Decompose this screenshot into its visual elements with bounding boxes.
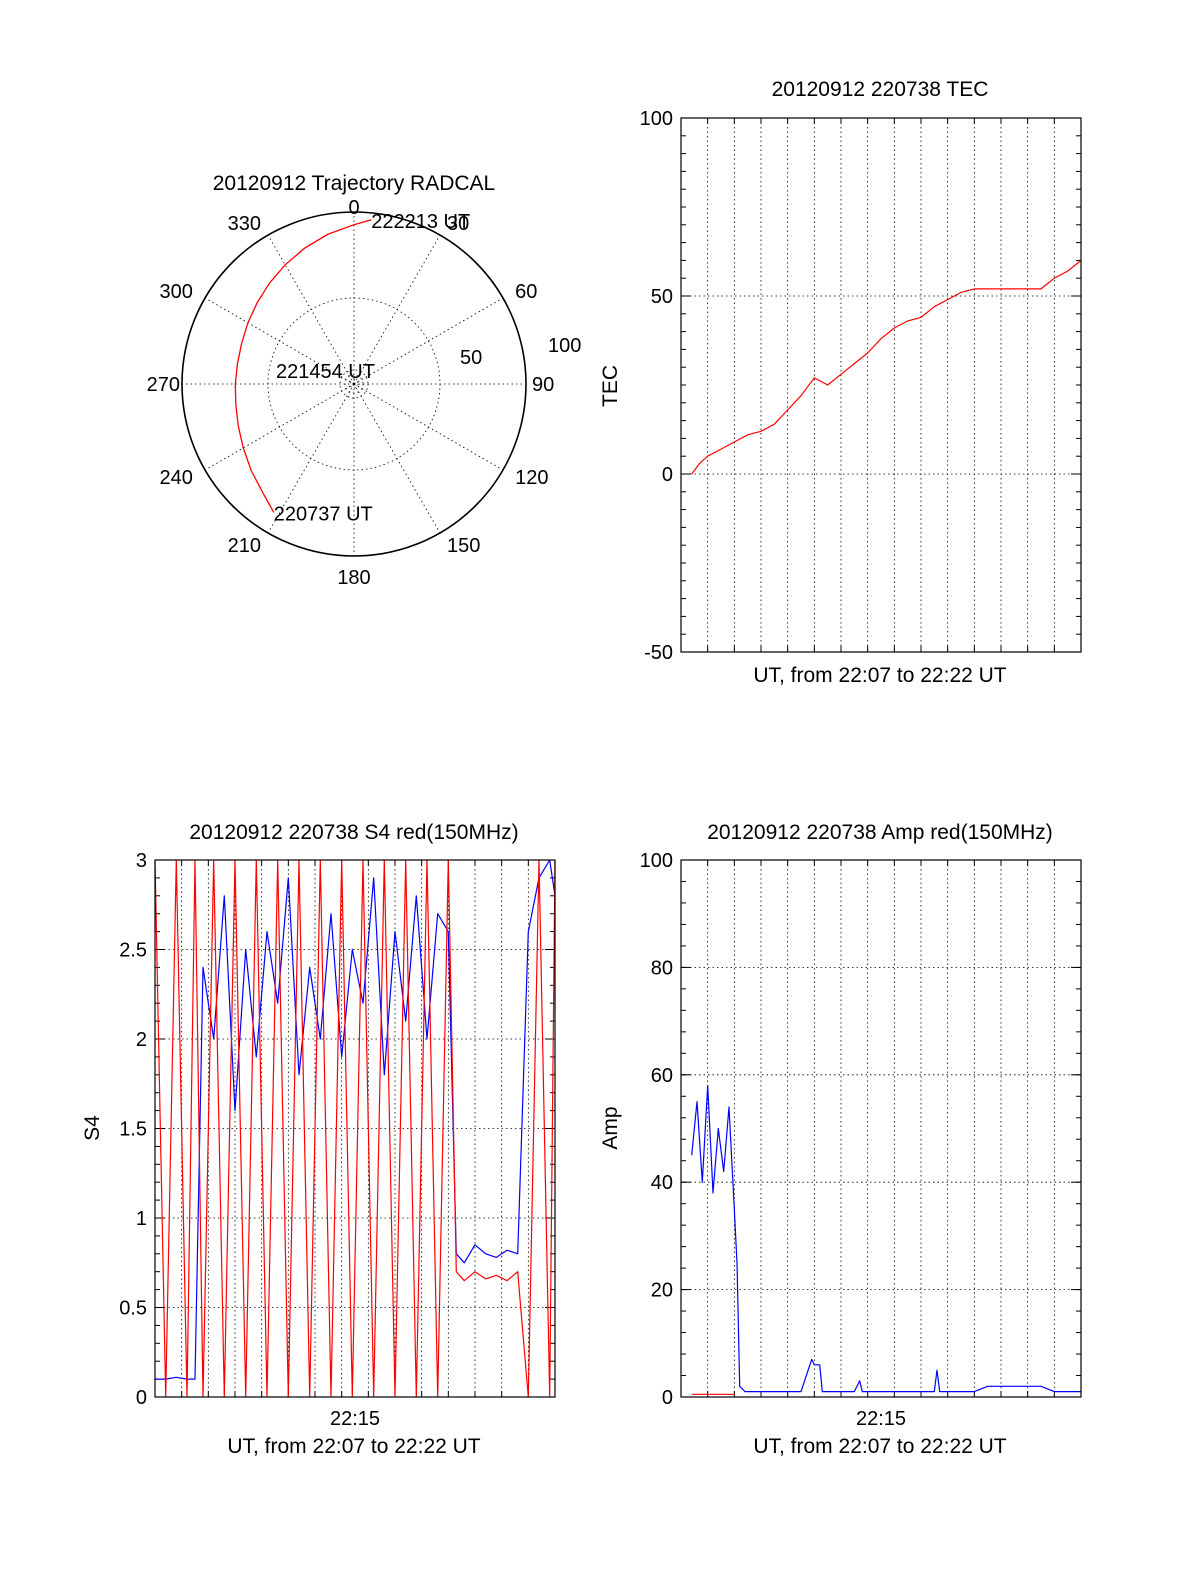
polar-grid [181,211,527,557]
y-tick-label: 100 [640,108,673,130]
polar-angle-label: 90 [532,374,554,396]
polar-trajectory [234,219,372,513]
polar-spoke [267,234,355,385]
tec-ylabel: TEC [599,365,622,407]
series-line [691,1084,1081,1393]
y-tick-label: 80 [651,957,673,979]
polar-angle-label: 240 [160,467,193,489]
polar-spoke [267,383,355,534]
polar-angle-label: 150 [447,535,480,557]
polar-annotations: 222213 UT 221454 UT 220737 UT [274,211,470,526]
polar-center-ring [349,379,359,389]
y-tick-label: -50 [644,642,673,664]
x-tick-label: 22:15 [330,1408,380,1430]
y-tick-label: 50 [651,286,673,308]
polar-angle-label: 300 [160,281,193,303]
polar-spoke [204,383,355,471]
polar-angle-label: 120 [515,467,548,489]
x-tick-label: 22:15 [856,1408,906,1430]
polar-outer-ring [181,211,527,557]
polar-annotation: 221454 UT [276,361,375,383]
polar-radial-label: 100 [548,335,581,357]
polar-spoke [353,383,441,534]
y-tick-label: 2.5 [119,940,147,962]
polar-radial-labels: 50 100 [460,335,581,369]
polar-angle-label: 60 [515,281,537,303]
y-tick-label: 0 [136,1387,147,1409]
polar-spoke [353,297,504,385]
s4-ylabel: S4 [81,1115,104,1141]
plot-frame [154,859,556,1398]
plot-frame [680,117,1082,653]
s4-title: 20120912 220738 S4 red(150MHz) [189,821,518,844]
tec-plot-area: -50 0 50 100 [640,108,1082,664]
y-tick-label: 1.5 [119,1119,147,1141]
amp-ylabel: Amp [599,1106,622,1149]
tec-xlabel: UT, from 22:07 to 22:22 UT [753,664,1006,687]
y-tick-label: 0 [662,464,673,486]
polar-angle-label: 0 [348,197,359,219]
polar-panel: 20120912 Trajectory RADCAL 0 30 60 90 120 150… [147,172,582,589]
polar-angle-labels: 0 30 60 90 120 150 180 210 240 270 300 330 [147,197,555,589]
tec-panel: 20120912 220738 TEC UT, from 22:07 to 22… [599,78,1082,687]
y-tick-label: 0.5 [119,1298,147,1320]
y-tick-label: 20 [651,1280,673,1302]
y-tick-label: 60 [651,1065,673,1087]
polar-radial-label: 50 [460,347,482,369]
tec-title: 20120912 220738 TEC [772,78,989,101]
y-tick-label: 0 [662,1387,673,1409]
plot-frame [680,859,1082,1398]
s4-panel: 20120912 220738 S4 red(150MHz) UT, from … [81,821,556,1458]
y-tick-label: 1 [136,1208,147,1230]
y-tick-label: 2 [136,1029,147,1051]
y-tick-label: 100 [640,850,673,872]
polar-annotation: 220737 UT [274,503,373,525]
polar-spoke [204,297,355,385]
polar-angle-label: 30 [447,213,469,235]
amp-panel: 20120912 220738 Amp red(150MHz) UT, from… [599,821,1082,1458]
polar-center-ring [339,369,369,399]
y-tick-label: 40 [651,1172,673,1194]
series-line [155,859,556,1380]
polar-angle-label: 210 [228,535,261,557]
polar-angle-label: 330 [228,213,261,235]
amp-plot-area: 0 20 40 60 80 100 22:15 [640,850,1082,1430]
trajectory-line [234,219,372,513]
polar-ring [267,297,441,471]
s4-plot-area: 0 0.5 1 1.5 2 2.5 3 22:15 [119,850,556,1430]
polar-center-ring [344,374,364,394]
polar-title: 20120912 Trajectory RADCAL [213,172,496,195]
s4-xlabel: UT, from 22:07 to 22:22 UT [227,1435,480,1458]
series-line [691,259,1082,475]
polar-spoke [353,234,441,385]
polar-annotation: 222213 UT [371,211,470,233]
y-tick-label: 3 [136,850,147,872]
amp-xlabel: UT, from 22:07 to 22:22 UT [753,1435,1006,1458]
polar-angle-label: 180 [337,567,370,589]
amp-title: 20120912 220738 Amp red(150MHz) [707,821,1053,844]
polar-angle-label: 270 [147,374,180,396]
series-line [154,859,556,1398]
